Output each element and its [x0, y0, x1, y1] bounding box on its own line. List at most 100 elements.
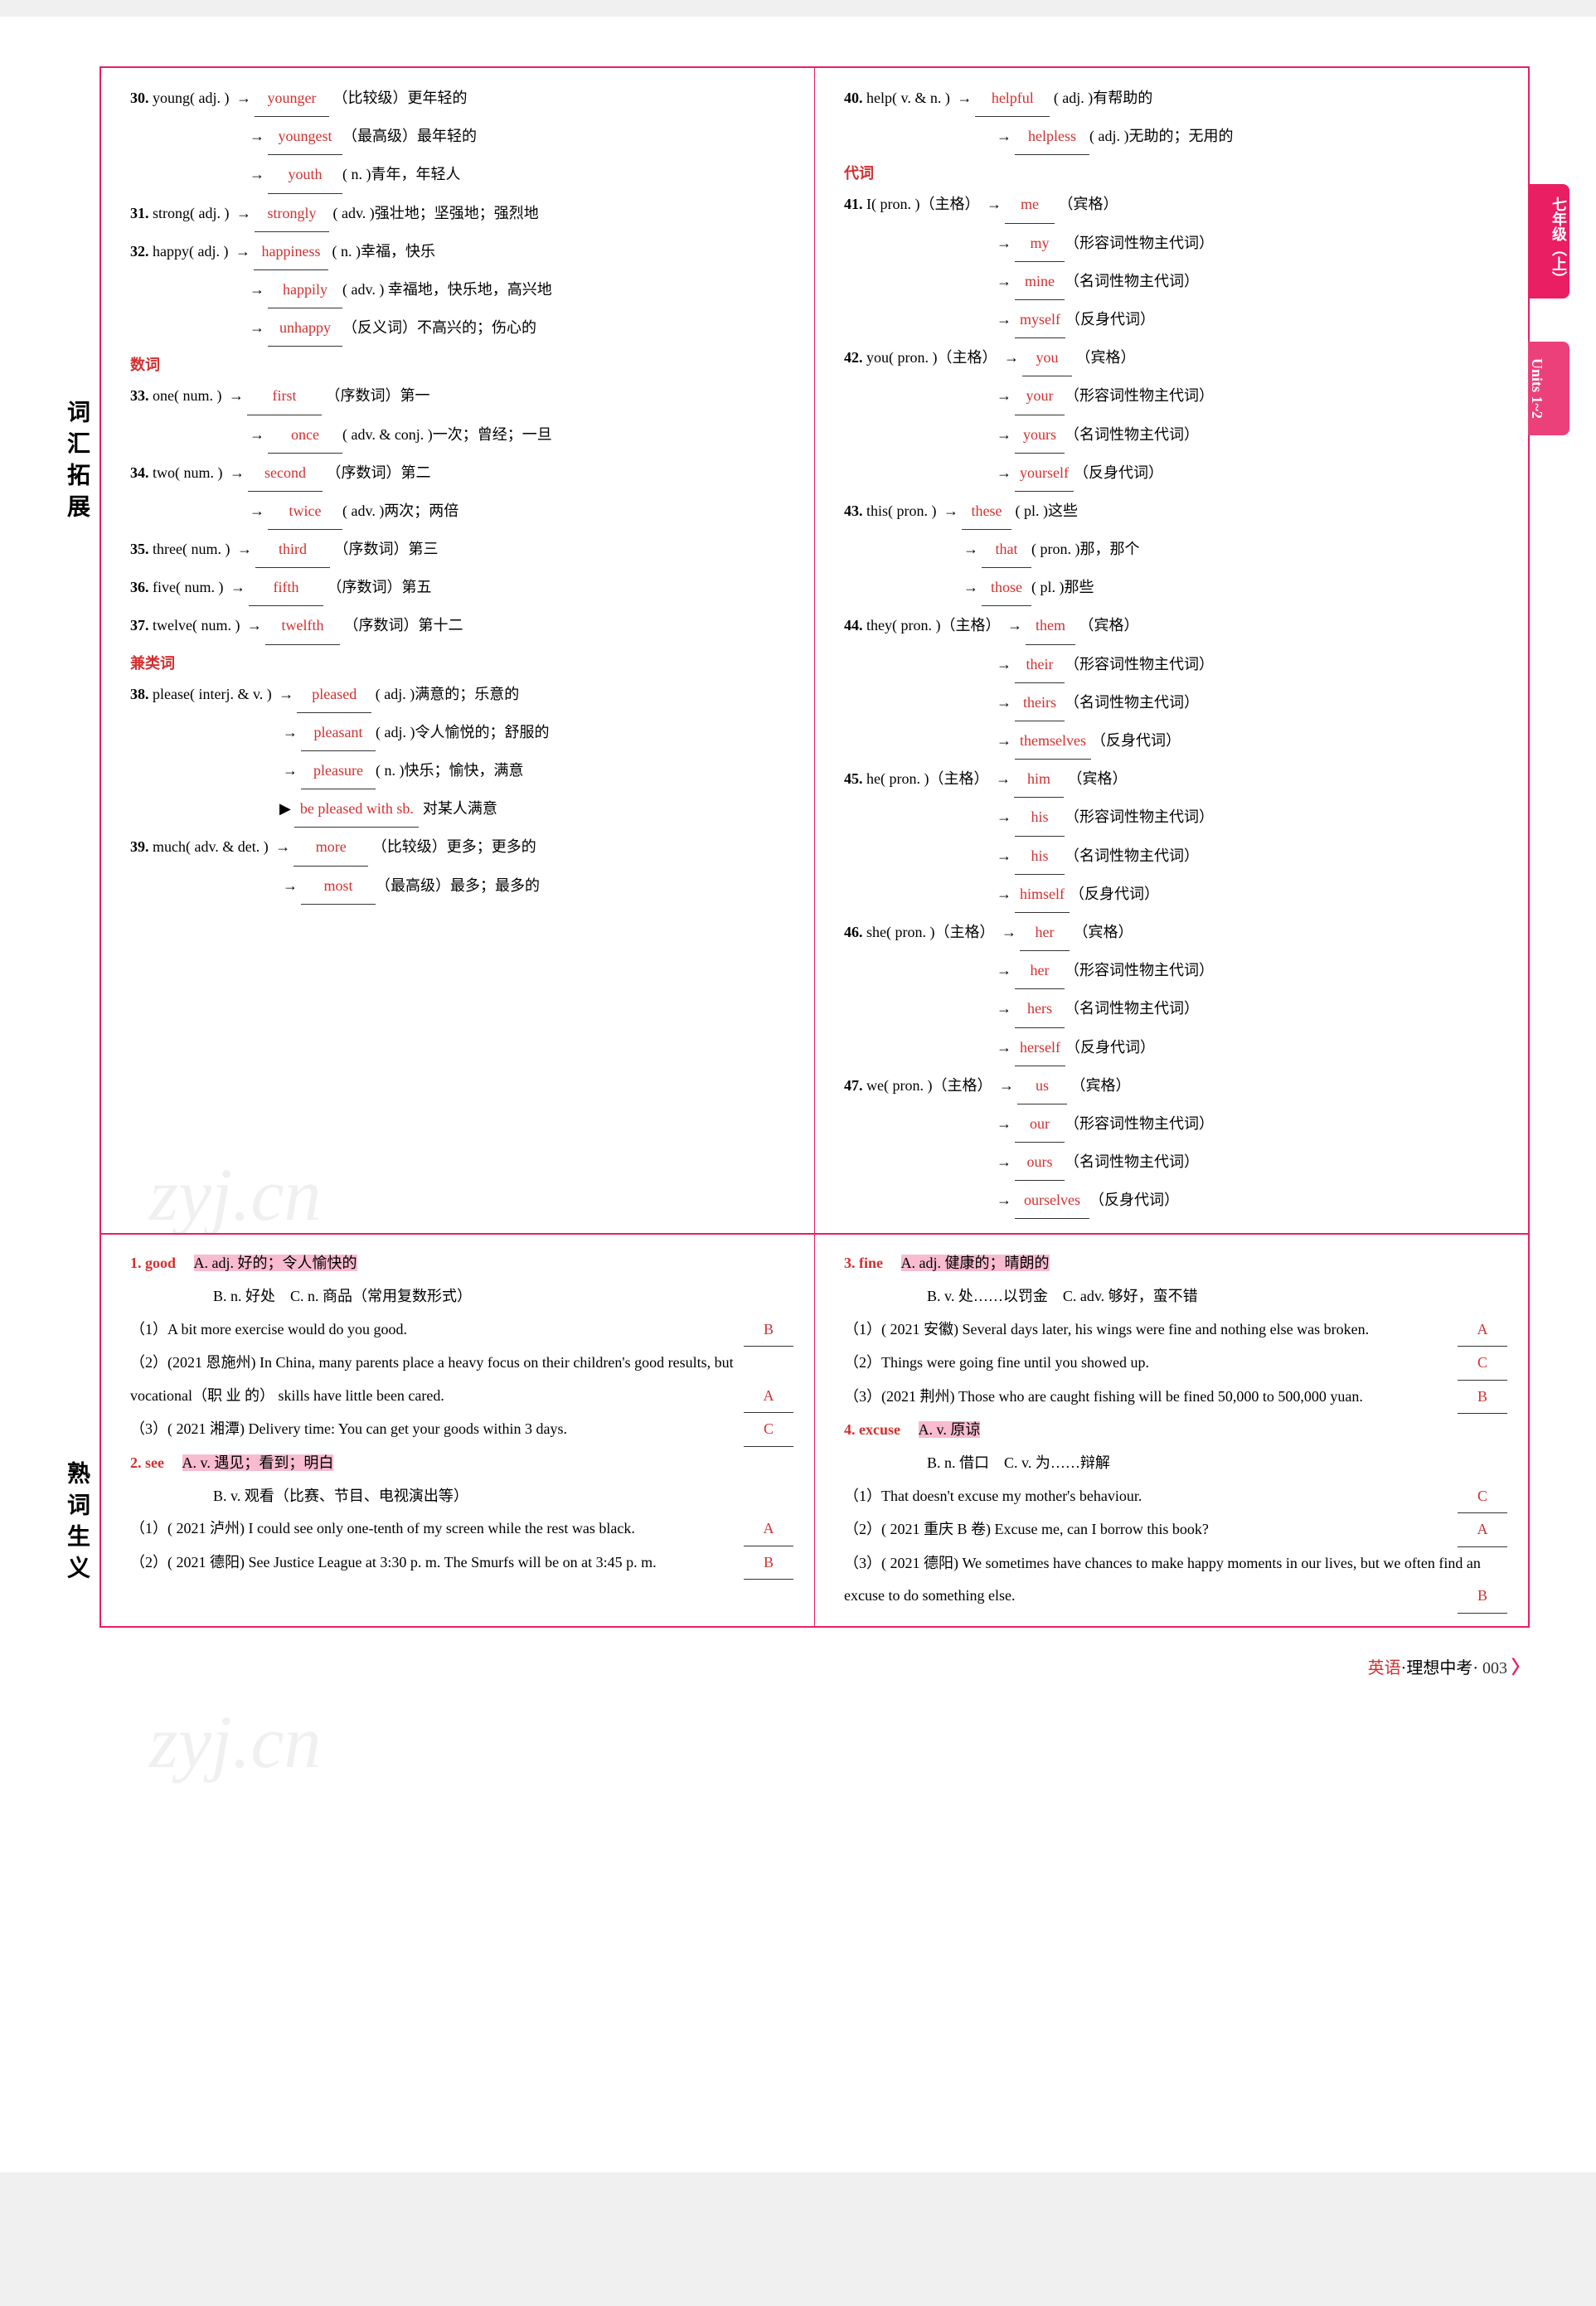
gloss: （宾格）: [1073, 924, 1133, 940]
answer: happily: [268, 272, 342, 308]
entry-head: please( interj. & v. ): [153, 686, 272, 702]
answer: your: [1015, 378, 1065, 415]
answer: their: [1015, 647, 1065, 683]
entry-line: →ourselves（反身代词）: [993, 1182, 1507, 1219]
q-answer: A: [1458, 1513, 1507, 1547]
section-familiar-words: 1. good A. adj. 好的；令人愉快的 B. n. 好处 C. n. …: [101, 1235, 1528, 1626]
answer: more: [293, 829, 368, 866]
gloss: （名词性物主代词）: [1065, 694, 1199, 711]
gloss: ( adj. )令人愉悦的；舒服的: [376, 724, 549, 740]
answer: mine: [1015, 264, 1065, 300]
word-fine: 3. fine A. adj. 健康的；晴朗的: [844, 1247, 1507, 1280]
entry-line: ▶ be pleased with sb. 对某人满意: [279, 791, 793, 828]
entry-head: help( v. & n. ): [866, 90, 950, 106]
question: （3）( 2021 德阳) We sometimes have chances …: [844, 1547, 1507, 1613]
sec2-col-left: 1. good A. adj. 好的；令人愉快的 B. n. 好处 C. n. …: [101, 1235, 815, 1626]
entry-line: →himself（反身代词）: [993, 876, 1507, 913]
entry-head: we( pron. )（主格）: [866, 1077, 992, 1094]
q-text: （3）( 2021 德阳) We sometimes have chances …: [844, 1555, 1481, 1604]
option-a: A. adj. 健康的；晴朗的: [901, 1255, 1050, 1271]
entry-line: →ours（名词性物主代词）: [993, 1144, 1507, 1181]
gloss: （最高级）最年轻的: [342, 128, 477, 144]
answer: yourself: [1015, 455, 1074, 492]
option-a: A. adj. 好的；令人愉快的: [194, 1255, 357, 1271]
answer: pleased: [297, 677, 371, 713]
gloss: ( pron. )那，那个: [1031, 541, 1139, 557]
entry-num: 34.: [130, 464, 149, 481]
answer: twelfth: [265, 608, 340, 644]
gloss: （序数词）第一: [325, 387, 429, 404]
answer: himself: [1015, 876, 1070, 913]
entry-num: 32.: [130, 243, 149, 260]
q-answer: B: [744, 1546, 793, 1580]
page-footer: 英语·理想中考· 003 〉: [99, 1653, 1530, 1679]
gloss: （序数词）第三: [333, 541, 438, 557]
q-text: （2）( 2021 重庆 B 卷) Excuse me, can I borro…: [844, 1521, 1209, 1537]
question: （2）( 2021 重庆 B 卷) Excuse me, can I borro…: [844, 1513, 1507, 1546]
q-text: （2）( 2021 德阳) See Justice League at 3:30…: [130, 1554, 657, 1571]
answer: most: [301, 868, 376, 905]
gloss: （序数词）第五: [327, 579, 431, 595]
gloss: 对某人满意: [423, 800, 497, 817]
answer: once: [268, 417, 342, 454]
entry-head: he( pron. )（主格）: [866, 770, 988, 787]
q-text: （3）( 2021 湘潭) Delivery time: You can get…: [130, 1420, 567, 1437]
footer-book: ·理想中考·: [1401, 1659, 1478, 1677]
entry-line: →twice( adv. )两次；两倍: [246, 493, 793, 530]
entry-line: →his（名词性物主代词）: [993, 838, 1507, 875]
answer: fifth: [249, 570, 323, 606]
gloss: ( adv. & conj. )一次；曾经；一旦: [342, 426, 552, 443]
question: （2）Things were going fine until you show…: [844, 1347, 1507, 1380]
gloss: （名词性物主代词）: [1065, 273, 1199, 289]
gloss: （比较级）更年轻的: [332, 90, 467, 106]
entry-head: three( num. ): [153, 541, 230, 557]
word-see: 2. see A. v. 遇见；看到；明白: [130, 1447, 793, 1480]
gloss: （名词性物主代词）: [1065, 426, 1199, 443]
gloss: ( adj. )无助的；无用的: [1089, 128, 1233, 144]
subheading-numeral: 数词: [130, 353, 793, 375]
answer: me: [1005, 187, 1055, 223]
gloss: （序数词）第十二: [343, 617, 463, 634]
gloss: ( adv. )两次；两倍: [342, 502, 458, 519]
tab-units: Units 1~2: [1528, 342, 1569, 435]
gloss: ( adv. )强壮地；坚强地；强烈地: [332, 205, 538, 221]
gloss: （宾格）: [1070, 1077, 1130, 1094]
entry-line: →unhappy（反义词）不高兴的；伤心的: [246, 310, 793, 347]
entry-line: →helpless( adj. )无助的；无用的: [993, 119, 1507, 155]
options: B. n. 好处 C. n. 商品（常用复数形式）: [213, 1280, 793, 1313]
entry-line: →my（形容词性物主代词）: [993, 226, 1507, 262]
gloss: （形容词性物主代词）: [1065, 808, 1214, 825]
question: （2）( 2021 德阳) See Justice League at 3:30…: [130, 1546, 793, 1580]
answer: those: [982, 570, 1031, 606]
gloss: （宾格）: [1079, 617, 1138, 634]
gloss: （宾格）: [1067, 770, 1127, 787]
entry-num: 31.: [130, 205, 149, 221]
question: （2）(2021 恩施州) In China, many parents pla…: [130, 1347, 793, 1412]
entry-45: 45. he( pron. )（主格） →him （宾格）: [844, 761, 1507, 798]
q-text: （1）( 2021 泸州) I could see only one-tenth…: [130, 1520, 635, 1537]
question: （1）( 2021 泸州) I could see only one-tenth…: [130, 1512, 793, 1546]
entry-30: 30. young( adj. ) →younger （比较级）更年轻的: [130, 80, 793, 117]
entry-line: →myself（反身代词）: [993, 302, 1507, 338]
gloss: （反身代词）: [1091, 732, 1181, 749]
entry-line: →that( pron. )那，那个: [960, 532, 1507, 568]
chevron-right-icon: 〉: [1511, 1657, 1530, 1677]
entry-line: →pleasant( adj. )令人愉悦的；舒服的: [279, 715, 793, 751]
entry-num: 43.: [844, 502, 863, 519]
question: （1）( 2021 安徽) Several days later, his wi…: [844, 1313, 1507, 1347]
word-num: 2.: [130, 1454, 142, 1471]
answer: twice: [268, 493, 342, 530]
entry-num: 47.: [844, 1077, 863, 1094]
entry-head: twelve( num. ): [153, 617, 240, 634]
entry-num: 35.: [130, 541, 149, 557]
entry-head: much( adv. & det. ): [153, 838, 269, 855]
answer: younger: [255, 80, 329, 117]
footer-page-num: 003: [1482, 1659, 1507, 1677]
entry-num: 37.: [130, 617, 149, 634]
word-num: 1.: [130, 1255, 142, 1271]
gloss: ( n. )幸福，快乐: [332, 243, 435, 260]
entry-line: →themselves（反身代词）: [993, 723, 1507, 760]
gloss: （形容词性物主代词）: [1065, 235, 1214, 251]
entry-38: 38. please( interj. & v. ) →pleased ( ad…: [130, 677, 793, 713]
gloss: （形容词性物主代词）: [1065, 962, 1214, 978]
